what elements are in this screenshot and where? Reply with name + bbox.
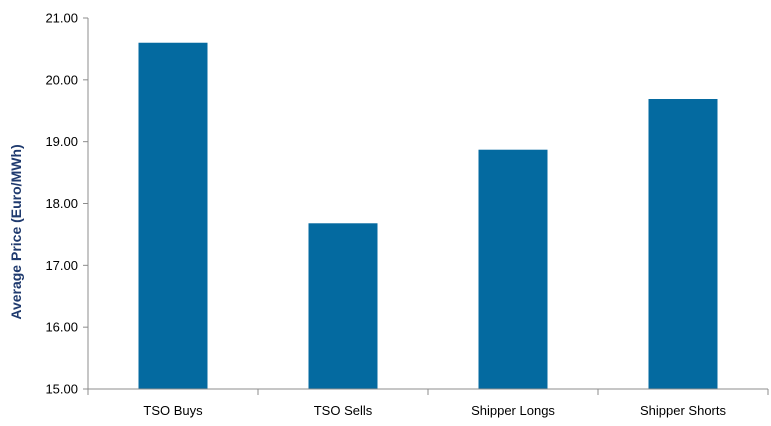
bar-tso-sells: [308, 223, 378, 389]
x-category-label: Shipper Shorts: [640, 403, 726, 418]
axes-group: [83, 17, 769, 395]
y-axis-label: Average Price (Euro/MWh): [8, 144, 24, 319]
bar-tso-buys: [138, 42, 208, 389]
bar-shipper-longs: [478, 149, 548, 389]
y-tick-label: 20.00: [45, 72, 78, 87]
y-tick-label: 16.00: [45, 320, 78, 335]
x-category-label: TSO Sells: [314, 403, 373, 418]
y-tick-label: 15.00: [45, 382, 78, 397]
y-tick-label: 18.00: [45, 196, 78, 211]
y-tick-labels: 15.00 16.00 17.00 18.00 19.00 20.00 21.00: [45, 11, 78, 397]
y-tick-label: 19.00: [45, 134, 78, 149]
x-category-label: TSO Buys: [143, 403, 203, 418]
y-tick-label: 21.00: [45, 11, 78, 26]
y-tick-label: 17.00: [45, 258, 78, 273]
x-category-labels: TSO Buys TSO Sells Shipper Longs Shipper Sh…: [143, 403, 726, 418]
bars-group: [138, 42, 718, 390]
bar-shipper-shorts: [648, 99, 718, 390]
x-category-label: Shipper Longs: [471, 403, 555, 418]
